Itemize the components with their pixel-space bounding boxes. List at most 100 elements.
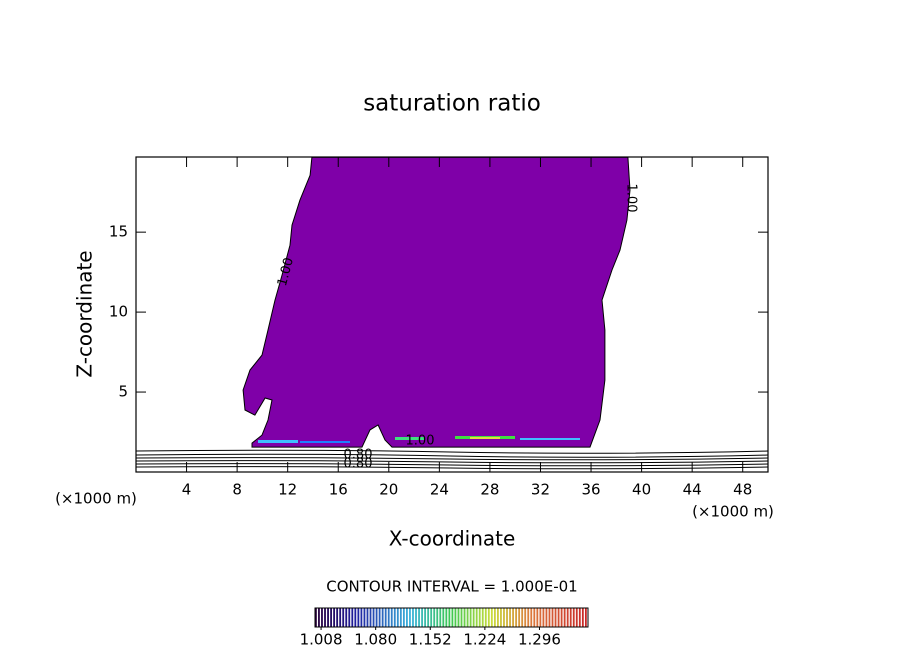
colorbar-stripe [406, 608, 408, 627]
colorbar-stripe [427, 608, 430, 627]
colorbar-stripe [360, 608, 363, 627]
colorbar-stripe [478, 608, 481, 627]
colorbar-stripe [554, 608, 557, 627]
saturated-region [242, 156, 631, 448]
colorbar-stripe [490, 608, 493, 627]
unit-label: (×1000 m) [692, 503, 774, 521]
contour-interval: CONTOUR INTERVAL = 1.000E-01 [326, 578, 577, 596]
x-tick-label: 40 [632, 481, 651, 499]
colorbar-stripe [418, 608, 420, 627]
contour-label: 0.80 [344, 457, 373, 472]
x-tick-label: 44 [683, 481, 702, 499]
supersaturation-band [258, 436, 580, 443]
colorbar-stripe [557, 608, 560, 627]
colorbar-stripe [500, 608, 502, 627]
colorbar-stripe [348, 608, 351, 627]
colorbar-stripe [433, 608, 436, 627]
chart-title: saturation ratio [363, 91, 541, 117]
y-tick-label: 10 [109, 303, 128, 321]
x-tick-label: 32 [531, 481, 550, 499]
x-tick-label: 28 [480, 481, 499, 499]
x-tick-label: 8 [232, 481, 242, 499]
colorbar-stripe [415, 608, 417, 627]
colorbar-stripe [536, 608, 539, 627]
colorbar-stripe [442, 608, 445, 627]
colorbar-stripe [381, 608, 384, 627]
contour-label: 1.00 [275, 256, 297, 288]
colorbar-stripe [384, 608, 387, 627]
colorbar-stripe [545, 608, 548, 627]
colorbar-stripe [315, 608, 317, 627]
colorbar-stripe [378, 608, 381, 627]
colorbar-stripe [409, 608, 411, 627]
colorbar-stripe [387, 608, 390, 627]
colorbar-stripe [563, 608, 566, 627]
colorbar-stripe [436, 608, 439, 627]
colorbar-stripe [339, 608, 342, 627]
y-axis-label: Z-coordinate [73, 250, 97, 377]
colorbar-stripe [327, 608, 329, 627]
colorbar-stripe [487, 608, 490, 627]
colorbar-stripe [448, 608, 451, 627]
colorbar-stripe [527, 608, 530, 627]
colorbar-stripe [503, 608, 505, 627]
colorbar-stripe [581, 608, 584, 627]
colorbar-stripe [439, 608, 442, 627]
colorbar-stripe [548, 608, 551, 627]
colorbar-stripe [393, 608, 396, 627]
colorbar-stripe [445, 608, 448, 627]
colorbar-stripe [521, 608, 524, 627]
colorbar-stripe [466, 608, 469, 627]
colorbar-stripe [336, 608, 339, 627]
contour-label: 1.00 [624, 184, 639, 213]
colorbar-stripe [506, 608, 508, 627]
colorbar-stripe [566, 608, 569, 627]
colorbar-stripe [318, 608, 320, 627]
x-tick-label: 4 [182, 481, 192, 499]
colorbar-stripe [551, 608, 554, 627]
x-tick-label: 20 [379, 481, 398, 499]
colorbar-stripe [342, 608, 345, 627]
x-tick-label: 24 [430, 481, 449, 499]
colorbar-stripe [460, 608, 463, 627]
colorbar-stripe [481, 608, 484, 627]
colorbar-stripe [454, 608, 457, 627]
y-tick-label: 15 [109, 223, 128, 241]
colorbar-stripe [345, 608, 348, 627]
colorbar-stripe [330, 608, 332, 627]
colorbar-stripe [354, 608, 357, 627]
surface-contours [135, 449, 769, 470]
colorbar-stripe [402, 608, 405, 627]
colorbar-stripe [572, 608, 575, 627]
contour-label: 0.80 [344, 448, 373, 463]
colorbar-tick-label: 1.224 [463, 631, 506, 649]
colorbar-tick-label: 1.008 [300, 631, 343, 649]
colorbar-stripe [412, 608, 414, 627]
colorbar-stripe [472, 608, 475, 627]
colorbar-stripe [530, 608, 533, 627]
colorbar-tick-label: 1.296 [518, 631, 561, 649]
colorbar-stripe [430, 608, 433, 627]
colorbar-stripe [578, 608, 581, 627]
colorbar-tick-label: 1.152 [409, 631, 452, 649]
colorbar-stripe [366, 608, 369, 627]
x-axis-label: X-coordinate [389, 527, 516, 551]
x-tick-label: 16 [329, 481, 348, 499]
plot-area [135, 156, 769, 470]
colorbar-stripe [321, 608, 323, 627]
x-tick-label: 48 [733, 481, 752, 499]
colorbar-stripe [421, 608, 423, 627]
colorbar-stripe [424, 608, 427, 627]
plot-frame [135, 156, 769, 473]
colorbar-stripe [533, 608, 536, 627]
colorbar-stripe [399, 608, 402, 627]
colorbar-stripe [357, 608, 360, 627]
x-tick-label: 36 [581, 481, 600, 499]
colorbar-stripe [493, 608, 496, 627]
colorbar-stripe [457, 608, 460, 627]
colorbar-stripe [333, 608, 336, 627]
colorbar-stripe [475, 608, 478, 627]
colorbar-frame [314, 607, 589, 628]
colorbar-stripe [518, 608, 521, 627]
